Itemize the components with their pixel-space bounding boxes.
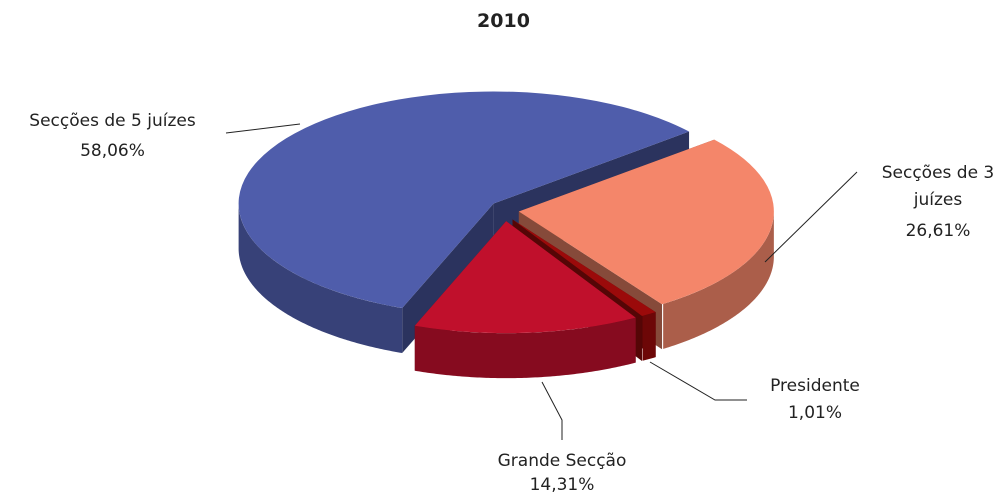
leader-lines bbox=[225, 123, 858, 440]
slice bbox=[414, 221, 636, 334]
slice-label: Presidente bbox=[770, 376, 860, 396]
slice bbox=[518, 139, 774, 305]
slice-label: Secções de 3 juízes bbox=[881, 163, 995, 210]
slice-side bbox=[663, 211, 774, 349]
slices bbox=[238, 91, 774, 379]
slice-value: 14,31% bbox=[529, 475, 595, 495]
leader-line bbox=[764, 171, 858, 263]
slice-label: Grande Secção bbox=[497, 451, 627, 471]
slice bbox=[512, 219, 656, 316]
slice-value: 58,06% bbox=[80, 141, 145, 161]
slice bbox=[238, 91, 690, 309]
slice-label: Secções de 5 juízes bbox=[29, 111, 196, 131]
chart-title: 2010 bbox=[477, 10, 530, 32]
slice-side bbox=[414, 317, 636, 379]
slice-value: 26,61% bbox=[905, 221, 971, 241]
leader-line bbox=[649, 361, 747, 401]
slice-side bbox=[238, 204, 403, 354]
leader-line bbox=[225, 123, 301, 134]
leader-line bbox=[541, 381, 563, 440]
slice-side bbox=[642, 312, 656, 361]
slice-value: 1,01% bbox=[787, 403, 842, 423]
